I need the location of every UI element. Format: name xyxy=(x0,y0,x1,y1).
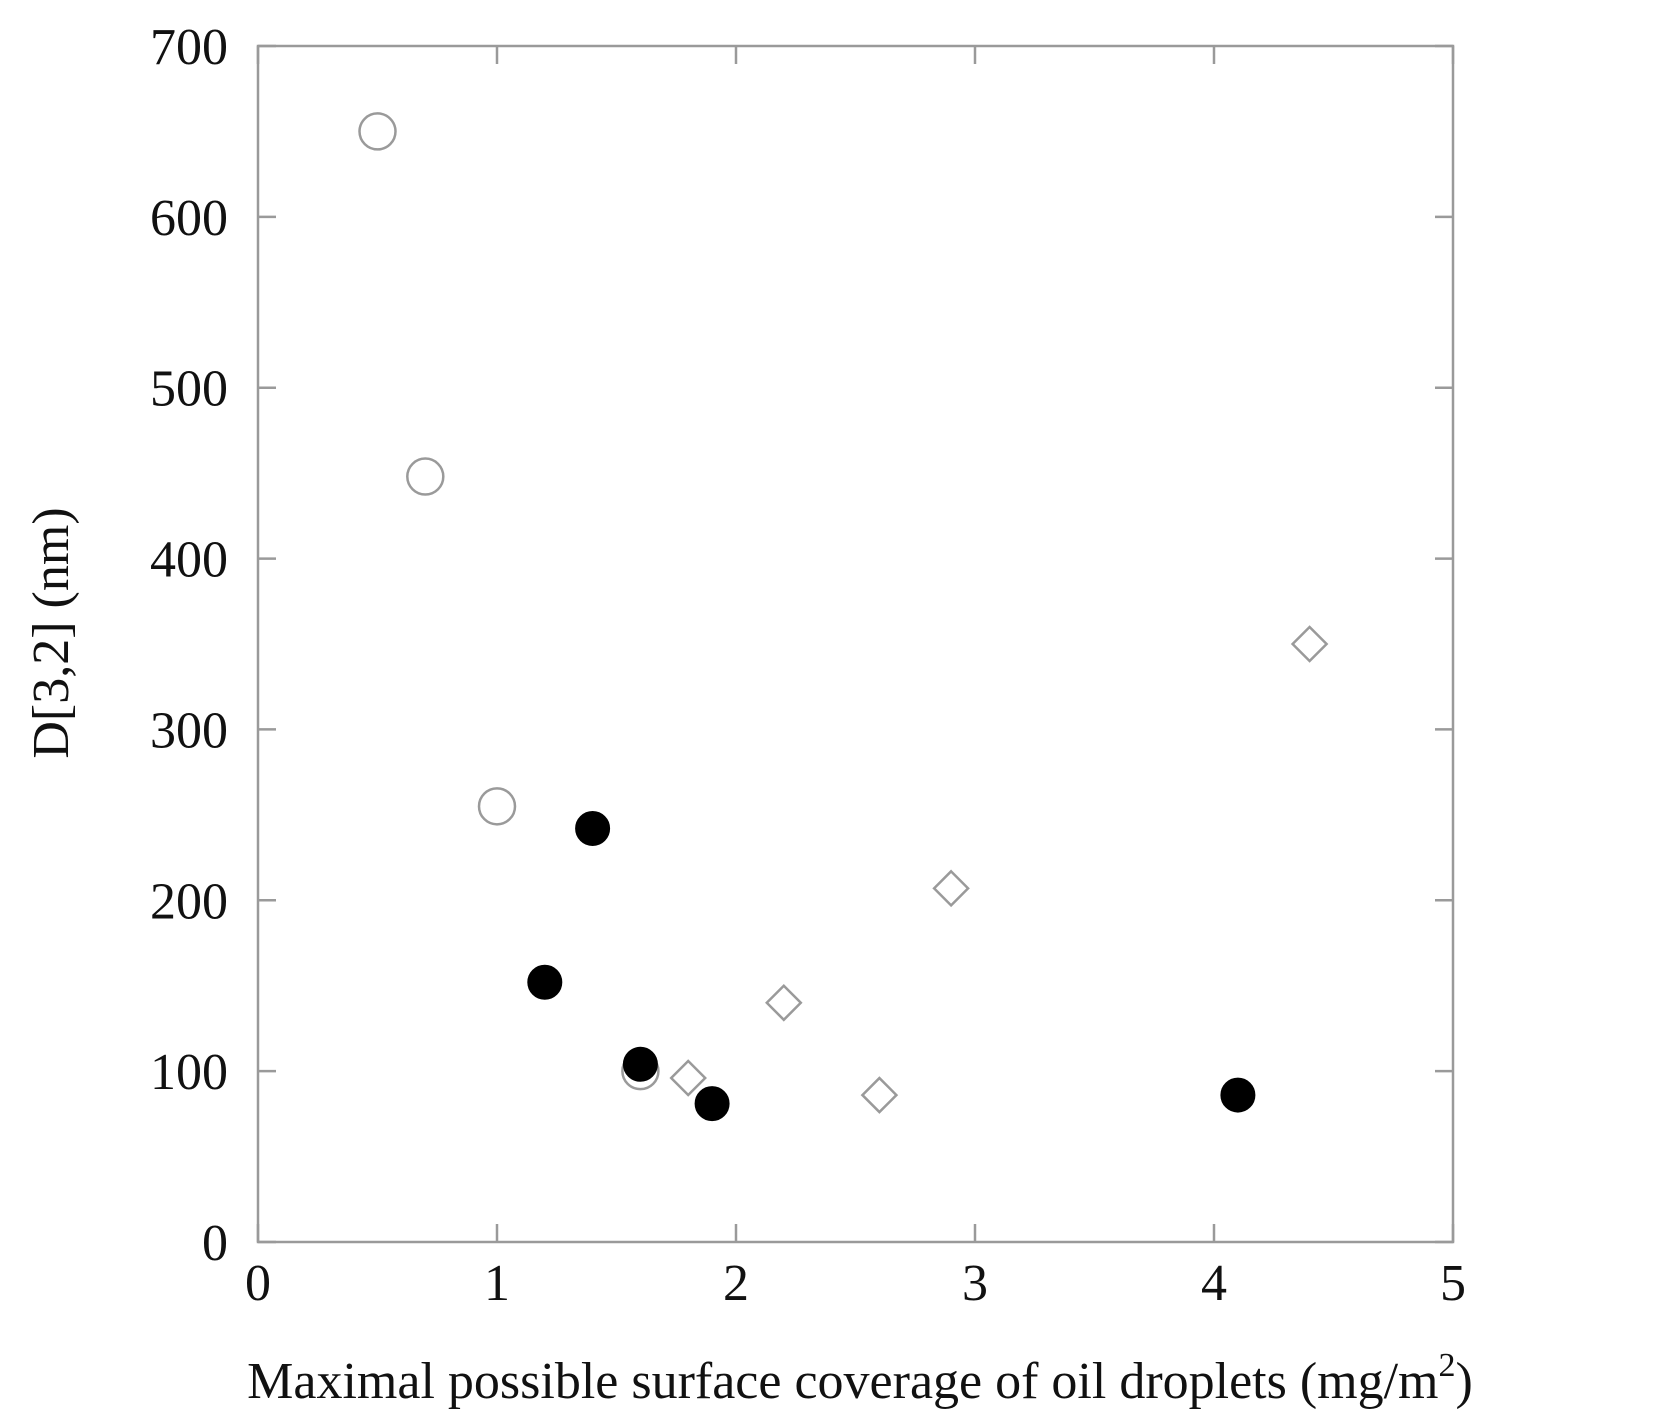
open-circle-point xyxy=(477,787,517,826)
y-tick-label: 200 xyxy=(150,873,228,930)
open-circle-point xyxy=(406,457,445,496)
open-diamond-point xyxy=(860,1076,899,1114)
filled-circle-point xyxy=(622,1046,658,1082)
filled-circle-point xyxy=(1220,1077,1256,1113)
y-tick-labels: 0 100 200 300 400 500 600 700 xyxy=(150,19,228,1272)
axis-ticks xyxy=(256,44,1455,1244)
x-axis-title-suffix: ) xyxy=(1456,1353,1473,1410)
x-tick-label: 4 xyxy=(1201,1255,1227,1312)
open-diamond-point xyxy=(932,869,970,908)
open-diamond-point xyxy=(669,1059,707,1097)
y-tick-label: 500 xyxy=(150,361,228,418)
data-points xyxy=(358,112,1329,1122)
filled-circle-point xyxy=(694,1086,730,1122)
y-tick-label: 300 xyxy=(150,702,228,759)
y-tick-label: 0 xyxy=(202,1215,228,1272)
plot-frame xyxy=(256,44,1455,1244)
x-tick-label: 3 xyxy=(962,1255,988,1312)
x-axis-title-superscript: 2 xyxy=(1439,1347,1456,1384)
x-axis-title-main: Maximal possible surface coverage of oil… xyxy=(247,1353,1438,1410)
x-axis-title: Maximal possible surface coverage of oil… xyxy=(247,1347,1473,1410)
y-tick-label: 600 xyxy=(150,190,228,247)
x-tick-label: 2 xyxy=(723,1255,749,1312)
open-diamond-point xyxy=(765,984,803,1022)
open-diamond-point xyxy=(1290,625,1329,663)
x-tick-label: 0 xyxy=(245,1255,271,1312)
open-circle-point xyxy=(358,112,397,151)
x-tick-label: 1 xyxy=(484,1255,510,1312)
x-tick-label: 5 xyxy=(1440,1255,1466,1312)
y-axis-title: D[3,2] (nm) xyxy=(23,507,80,758)
y-tick-label: 400 xyxy=(150,532,228,589)
x-tick-labels: 0 1 2 3 4 5 xyxy=(245,1255,1466,1312)
y-tick-label: 700 xyxy=(150,19,228,76)
filled-circle-point xyxy=(527,964,563,1000)
y-tick-label: 100 xyxy=(150,1044,228,1101)
filled-circle-point xyxy=(575,811,611,847)
